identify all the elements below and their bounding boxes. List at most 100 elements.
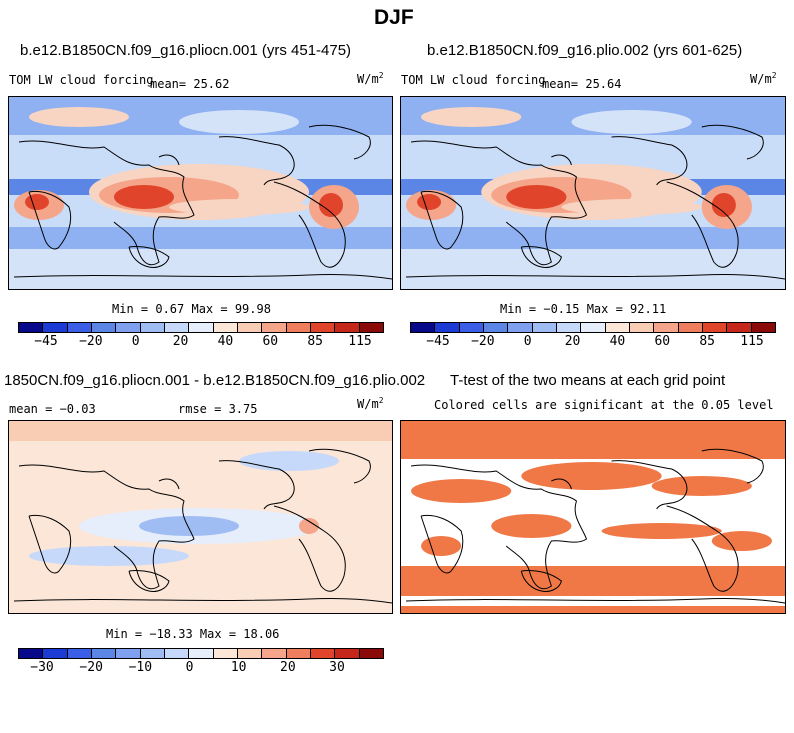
sig-patch-1 <box>411 479 512 503</box>
colorbar-swatch <box>751 323 775 332</box>
coastline-5 <box>701 448 764 484</box>
colorbar-swatch <box>262 323 287 332</box>
panel3-minmax: Min = −18.33 Max = 18.06 <box>106 627 280 641</box>
coastline-4 <box>666 181 739 268</box>
colorbar-swatch <box>359 323 383 332</box>
colorbar-swatch <box>459 323 484 332</box>
colorbar-tick-label: 115 <box>740 334 764 349</box>
coastline-0 <box>410 464 588 590</box>
colorbar-swatch <box>654 323 679 332</box>
colorbar-tick-label: 0 <box>131 334 140 349</box>
colorbar-tick-label: 0 <box>523 334 532 349</box>
sig-patch-2 <box>521 462 662 490</box>
colorbar-tick-label: −45 <box>34 334 58 349</box>
panel3-mean: mean = −0.03 <box>9 402 96 416</box>
colorbar-swatch <box>702 323 728 332</box>
colorbar-swatch <box>508 323 533 332</box>
sig-patch-5 <box>601 523 722 539</box>
panel1-mean: mean= 25.62 <box>150 77 230 91</box>
coastline-2 <box>520 570 562 592</box>
figure-title: DJF <box>374 6 414 29</box>
panel2-minmax: Min = −0.15 Max = 92.11 <box>500 302 667 316</box>
panel3-colorbar <box>18 648 384 659</box>
panel3-rmse: rmse = 3.75 <box>178 402 258 416</box>
sig-patch-6 <box>711 531 772 551</box>
africa-convection-core <box>417 194 442 210</box>
storm-track <box>29 107 129 127</box>
colorbar-tick-label: 60 <box>654 334 671 349</box>
coastline-6 <box>551 154 572 166</box>
coastline-6 <box>551 478 572 490</box>
coastline-7 <box>13 597 392 604</box>
north-pacific <box>571 110 692 134</box>
colorbar-swatch <box>116 649 141 658</box>
panel3-title: 1850CN.f09_g16.pliocn.001 - b.e12.B1850C… <box>4 372 426 389</box>
coastline-0 <box>18 464 195 590</box>
colorbar-swatch <box>435 323 460 332</box>
colorbar-tick-label: −20 <box>79 660 103 675</box>
colorbar-swatch <box>116 323 141 332</box>
tropical-negative-core <box>139 516 239 536</box>
colorbar-swatch <box>286 649 311 658</box>
south-cloud-band <box>9 227 392 249</box>
coastline-2 <box>520 246 562 268</box>
colorbar-swatch <box>67 323 92 332</box>
coastline-3 <box>218 460 295 510</box>
coastline-3 <box>611 136 688 186</box>
panel4-map <box>400 420 786 614</box>
south-cloud-band <box>401 227 785 249</box>
sig-patch-3 <box>651 476 752 496</box>
colorbar-swatch <box>91 323 117 332</box>
colorbar-tick-label: 40 <box>609 334 626 349</box>
antarctic-gap <box>401 596 785 606</box>
panel2-title: b.e12.B1850CN.f09_g16.plio.002 (yrs 601-… <box>427 42 743 59</box>
panel3-colorbar-ticks: −30 −20 −10 0 10 20 30 <box>0 660 400 676</box>
colorbar-tick-label: 40 <box>217 334 234 349</box>
colorbar-swatch <box>411 323 436 332</box>
colorbar-tick-label: 0 <box>185 660 194 675</box>
colorbar-tick-label: 115 <box>348 334 372 349</box>
coastline-3 <box>218 136 295 186</box>
coastline-7 <box>405 273 785 280</box>
colorbar-swatch <box>359 649 383 658</box>
amazon-convection-core <box>319 193 343 217</box>
colorbar-swatch <box>237 323 263 332</box>
panel2-variable: TOM LW cloud forcing <box>401 73 546 87</box>
coastline-1 <box>420 190 464 250</box>
coastline-4 <box>273 505 346 592</box>
south-band <box>9 249 392 289</box>
north-band <box>9 421 392 441</box>
colorbar-swatch <box>164 649 190 658</box>
colorbar-swatch <box>483 323 509 332</box>
colorbar-swatch <box>67 649 92 658</box>
coastline-1 <box>420 514 464 574</box>
colorbar-swatch <box>213 323 238 332</box>
africa-convection-core <box>25 194 49 210</box>
north-pacific <box>179 110 299 134</box>
colorbar-swatch <box>189 649 214 658</box>
coastline-0 <box>18 140 195 266</box>
coastline-6 <box>158 154 180 166</box>
colorbar-swatch <box>19 323 44 332</box>
colorbar-swatch <box>43 323 68 332</box>
colorbar-tick-label: −20 <box>79 334 103 349</box>
panel2-colorbar <box>410 322 776 333</box>
panel4-subtitle: Colored cells are significant at the 0.0… <box>434 398 774 412</box>
colorbar-swatch <box>556 323 582 332</box>
coastline-2 <box>128 246 170 268</box>
coastline-4 <box>273 181 346 268</box>
sig-patch-7 <box>421 536 462 556</box>
coastline-7 <box>13 273 392 280</box>
colorbar-swatch <box>335 649 360 658</box>
colorbar-swatch <box>605 323 630 332</box>
panel4-title: T-test of the two means at each grid poi… <box>450 372 726 389</box>
coastline-4 <box>666 505 739 592</box>
panel1-minmax: Min = 0.67 Max = 99.98 <box>112 302 271 316</box>
panel1-colorbar-ticks: −45 −20 0 20 40 60 85 115 <box>0 334 400 350</box>
panel3-map <box>8 420 393 614</box>
colorbar-swatch <box>164 323 190 332</box>
colorbar-tick-label: −30 <box>30 660 54 675</box>
colorbar-tick-label: 60 <box>262 334 279 349</box>
panel2-units: W/m2 <box>750 71 777 86</box>
colorbar-tick-label: −10 <box>128 660 153 675</box>
